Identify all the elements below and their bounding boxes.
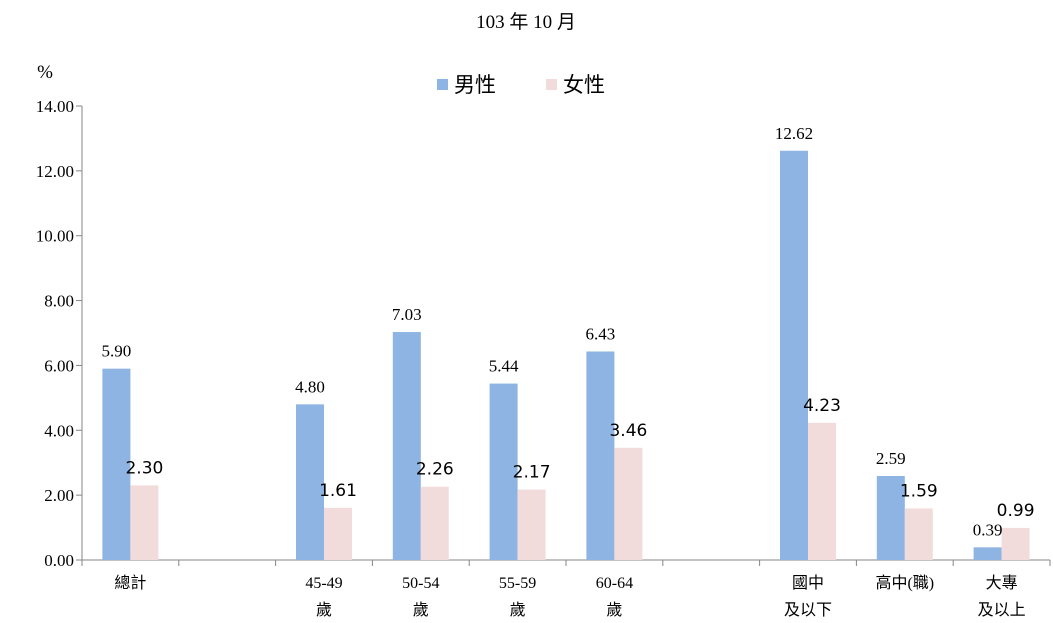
y-tick-label: 2.00 [44,486,74,505]
legend-label-male: 男性 [454,73,496,97]
value-label-female: 2.30 [125,458,163,478]
bar-male [392,332,421,560]
bar-female [420,486,449,560]
bars [102,150,1030,560]
value-label-female: 1.59 [900,481,938,501]
category-label: 歲 [510,601,526,619]
category-label: 歲 [606,601,622,619]
bar-female [614,447,643,560]
bar-female [517,489,546,560]
category-label: 總計 [114,574,146,592]
category-label: 55-59 [499,575,536,592]
y-tick-label: 6.00 [44,356,74,375]
category-label: 60-64 [596,575,633,592]
value-label-female: 2.17 [513,463,551,483]
value-label-male: 0.39 [973,520,1003,539]
category-label: 50-54 [402,575,439,592]
y-tick-label: 4.00 [44,421,74,440]
value-label-female: 3.46 [609,421,647,441]
bar-male [102,368,131,560]
category-label: 國中 [792,574,824,592]
category-label: 45-49 [305,575,342,592]
category-label: 高中(職) [875,574,934,592]
bar-male [780,150,808,560]
category-label: 大專 [986,574,1018,592]
bar-male [973,547,1002,560]
value-label-male: 4.80 [295,377,325,396]
y-tick-label: 14.00 [36,97,74,116]
value-label-female: 0.99 [997,501,1035,521]
value-label-female: 2.26 [416,460,454,480]
x-axis [81,559,1051,566]
category-label: 及以上 [978,601,1026,619]
y-axis: 0.00 2.00 4.00 6.00 8.00 10.00 12.00 14.00 [36,97,83,570]
bar-female [130,485,159,560]
bar-female [1001,527,1030,560]
bar-male [296,404,324,560]
value-label-male: 5.44 [489,357,519,376]
legend: 男性 女性 [437,73,605,97]
value-label-male: 6.43 [586,324,616,343]
y-tick-label: 10.00 [36,227,74,246]
value-label-female: 1.61 [319,481,357,501]
value-label-male: 7.03 [392,305,422,324]
value-label-male: 12.62 [775,124,813,143]
y-axis-unit-label: % [37,62,53,83]
y-tick-label: 12.00 [36,162,74,181]
value-label-male: 5.90 [102,342,132,361]
y-tick-label: 0.00 [44,551,74,570]
bar-female [808,422,836,560]
category-label: 歲 [413,601,429,619]
bar-male [586,351,615,560]
legend-swatch-female [546,79,557,90]
legend-swatch-male [437,79,448,90]
value-label-male: 2.59 [876,449,906,468]
chart-title: 103 年 10 月 [476,11,576,33]
category-label: 及以下 [784,602,832,619]
y-tick-label: 8.00 [44,292,74,311]
value-label-female: 4.23 [803,396,841,416]
bar-female [324,507,352,560]
bar-male [489,383,518,560]
legend-label-female: 女性 [563,73,605,97]
category-label: 歲 [316,601,332,619]
bar-female [904,508,933,560]
value-labels: 5.90 4.80 7.03 5.44 6.43 12.62 2.59 0.39 2.30 1.6… [102,124,1035,540]
bar-male [876,476,905,560]
